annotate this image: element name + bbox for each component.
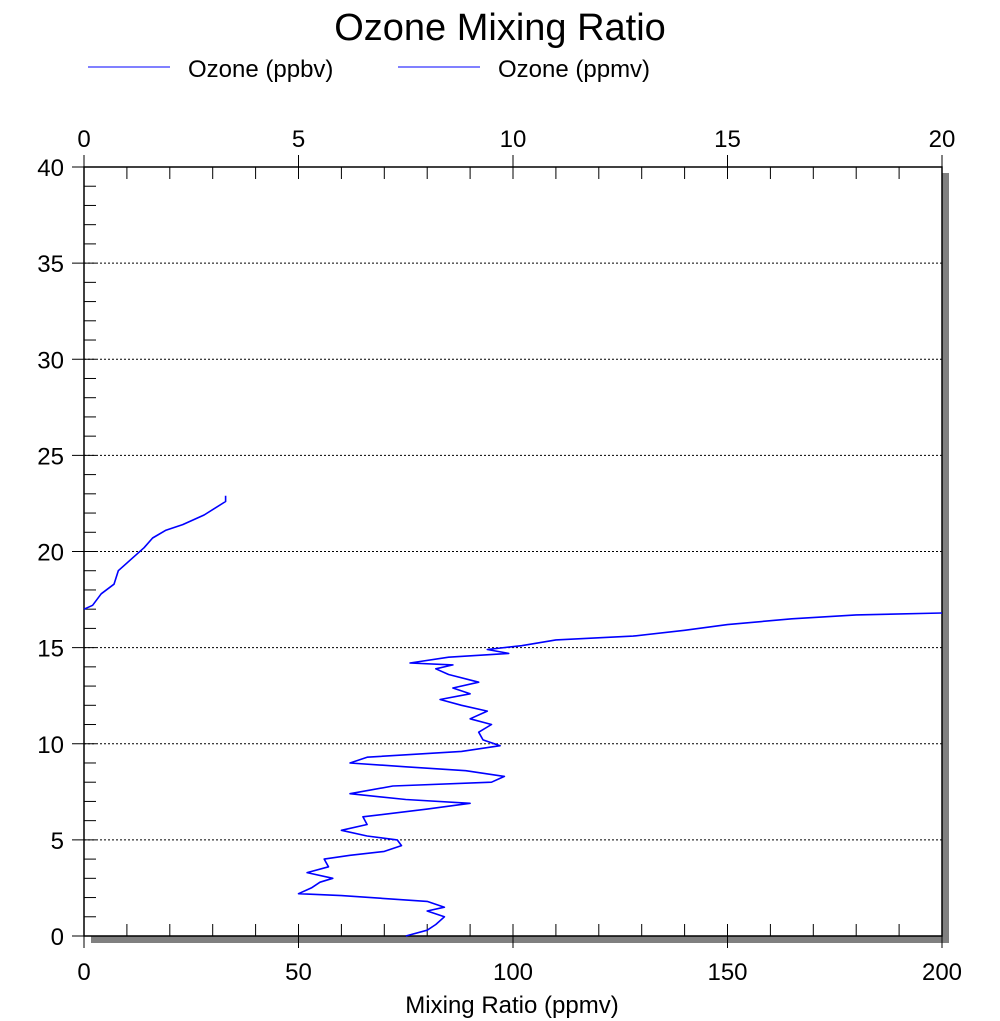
series-line-ppbv — [297, 612, 943, 937]
x-bottom-tick-label: 200 — [922, 959, 962, 986]
plot-shadow-bottom — [91, 936, 949, 943]
chart-title: Ozone Mixing Ratio — [334, 7, 666, 49]
x-top-tick-label: 15 — [714, 126, 741, 153]
y-tick-label: 30 — [37, 347, 64, 374]
x-bottom-tick-label: 100 — [493, 959, 533, 986]
x-top-tick-label: 20 — [929, 126, 956, 153]
x-top-tick-labels: 0 5 10 15 20 — [77, 126, 955, 153]
x-bottom-tick-labels: 0 50 100 150 200 — [77, 959, 962, 986]
y-tick-label: 20 — [37, 540, 64, 567]
plot-shadow-right — [942, 173, 949, 943]
legend-label-ppmv: Ozone (ppmv) — [498, 56, 650, 83]
series-line-ppmv — [83, 495, 227, 610]
x-top-tick-label: 10 — [500, 126, 527, 153]
series-layer — [83, 495, 943, 937]
x-bottom-tick-label: 0 — [77, 959, 90, 986]
x-top-tick-label: 5 — [292, 126, 305, 153]
y-tick-label: 40 — [37, 155, 64, 182]
y-tick-labels: 0 5 10 15 20 25 30 35 40 — [37, 155, 64, 951]
y-tick-label: 25 — [37, 443, 64, 470]
y-tick-label: 0 — [51, 924, 64, 951]
y-tick-label: 5 — [51, 828, 64, 855]
y-tick-label: 15 — [37, 636, 64, 663]
plot-frame — [83, 166, 943, 937]
x-bottom-tick-label: 50 — [285, 959, 312, 986]
y-tick-label: 10 — [37, 732, 64, 759]
y-tick-label: 35 — [37, 251, 64, 278]
gridlines — [84, 262, 942, 841]
legend-label-ppbv: Ozone (ppbv) — [188, 56, 333, 83]
x-axis-label: Mixing Ratio (ppmv) — [405, 992, 618, 1019]
x-top-tick-label: 0 — [77, 126, 90, 153]
x-bottom-tick-label: 150 — [707, 959, 747, 986]
